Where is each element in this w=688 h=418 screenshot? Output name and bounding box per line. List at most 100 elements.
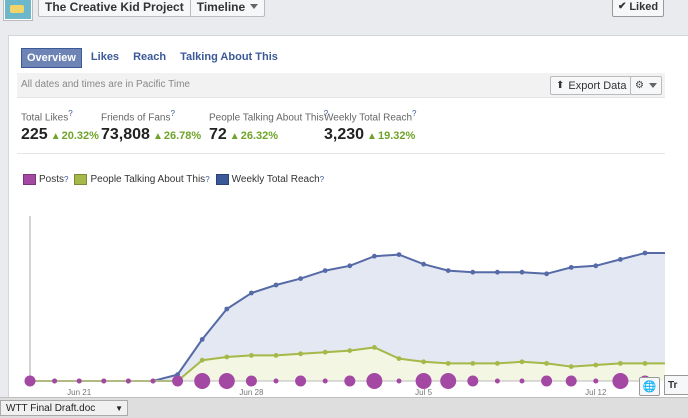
posts-point [396, 378, 402, 384]
reach-point [642, 250, 648, 256]
talking-point [273, 353, 279, 358]
reach-point [445, 268, 451, 273]
talking-point [568, 364, 574, 369]
help-icon[interactable]: ? [68, 109, 73, 118]
legend-label: People Talking About This [90, 174, 206, 185]
stat-change: 20.32% [61, 130, 99, 143]
reach-point [199, 337, 205, 342]
translate-button[interactable]: Tr [664, 375, 688, 395]
reach-point [593, 263, 599, 269]
reach-point [372, 253, 377, 259]
export-label: Export Data [568, 79, 627, 92]
talking-point [322, 349, 328, 355]
stat-change: 26.32% [240, 130, 279, 143]
reach-point [322, 268, 328, 273]
stat-total-likes: Total Likes? 225 ▲ 20.32% [21, 109, 99, 144]
tab-reach[interactable]: Reach [133, 51, 167, 63]
stat-people-talking: People Talking About This? 72 ▲ 26.32% [209, 109, 328, 144]
legend-talking[interactable]: People Talking About This? [74, 174, 210, 185]
posts-point [76, 378, 82, 384]
legend-swatch-talking [74, 174, 88, 185]
stat-weekly-reach: Weekly Total Reach? 3,230 ▲ 19.32% [324, 109, 416, 144]
view-dropdown[interactable]: Timeline [191, 0, 264, 16]
posts-point [172, 375, 184, 387]
globe-icon: 🌐 [642, 381, 657, 393]
document-label: WTT Final Draft.doc [6, 402, 96, 414]
x-tick-label: Jul 5 [415, 388, 432, 396]
liked-label: Liked [629, 0, 659, 13]
legend-swatch-posts [23, 174, 36, 185]
posts-point [494, 378, 500, 384]
posts-point [295, 375, 307, 387]
talking-point [593, 362, 599, 368]
page-name[interactable]: The Creative Kid Project [45, 0, 184, 14]
help-icon[interactable]: ? [323, 109, 329, 118]
talking-point [445, 361, 451, 366]
reach-point [421, 261, 426, 267]
tab-overview[interactable]: Overview [21, 48, 82, 68]
legend-reach[interactable]: Weekly Total Reach? [215, 174, 325, 185]
help-icon[interactable]: ? [64, 175, 69, 184]
talking-point [544, 361, 549, 366]
reach-point [249, 290, 254, 296]
view-label: Timeline [196, 0, 246, 14]
page-thumbnail[interactable] [4, 0, 32, 20]
insights-tabs: Overview Likes Reach Talking About This [21, 48, 283, 68]
check-icon: ✔ [617, 1, 627, 12]
reach-point [273, 282, 279, 288]
posts-point [125, 378, 131, 384]
chart-legend: Posts? People Talking About This? Weekly… [23, 174, 324, 185]
posts-point [344, 375, 356, 387]
posts-point [366, 373, 383, 389]
legend-swatch-reach [215, 174, 229, 185]
page-switcher[interactable]: The Creative Kid Project Timeline [38, 0, 266, 17]
talking-point [199, 357, 205, 363]
separator [189, 0, 191, 16]
stat-value: 72 [209, 126, 227, 144]
posts-point [322, 378, 328, 384]
posts-point [519, 378, 525, 384]
help-icon[interactable]: ? [412, 109, 417, 118]
reach-point [298, 276, 303, 281]
posts-point [612, 373, 629, 389]
help-icon[interactable]: ? [205, 175, 210, 184]
arrow-up-icon: ▲ [229, 131, 240, 143]
info-bar: All dates and times are in Pacific Time … [17, 73, 665, 98]
posts-point [467, 375, 479, 387]
stat-value: 3,230 [324, 126, 365, 144]
x-tick-label: Jun 21 [67, 388, 92, 396]
stat-label: Total Likes [21, 112, 69, 124]
export-data-button[interactable]: ⬆ Export Data [550, 76, 633, 95]
arrow-up-icon: ▲ [50, 131, 61, 143]
top-bar: The Creative Kid Project Timeline ✔ Liked [0, 0, 688, 22]
reach-area [30, 253, 665, 381]
help-icon[interactable]: ? [170, 109, 175, 118]
arrow-up-icon: ▲ [152, 131, 163, 143]
posts-point [565, 375, 577, 387]
posts-point [101, 378, 107, 384]
timezone-note: All dates and times are in Pacific Time [21, 79, 190, 90]
legend-label: Posts [39, 174, 65, 185]
stat-change: 19.32% [377, 130, 416, 143]
posts-point [440, 373, 457, 389]
settings-dropdown[interactable]: ⚙ [630, 76, 662, 95]
legend-posts[interactable]: Posts? [23, 174, 68, 185]
posts-point [150, 378, 156, 384]
help-icon[interactable]: ? [319, 175, 325, 184]
document-tab[interactable]: WTT Final Draft.doc ▼ [0, 400, 128, 416]
tab-talking-about-this[interactable]: Talking About This [180, 51, 278, 63]
talking-point [372, 345, 377, 350]
talking-point [224, 354, 230, 360]
liked-button[interactable]: ✔ Liked [612, 0, 664, 17]
stat-label: Weekly Total Reach [324, 112, 413, 124]
posts-point [24, 375, 36, 387]
tab-likes[interactable]: Likes [90, 51, 120, 63]
x-tick-label: Jul 12 [585, 388, 607, 396]
posts-point [52, 378, 58, 384]
stat-value: 73,808 [101, 126, 150, 144]
chevron-down-icon: ▼ [115, 403, 123, 413]
chevron-down-icon [250, 4, 259, 9]
globe-button[interactable]: 🌐 [639, 377, 660, 396]
arrow-up-icon: ▲ [367, 131, 377, 143]
export-icon: ⬆ [556, 80, 565, 91]
